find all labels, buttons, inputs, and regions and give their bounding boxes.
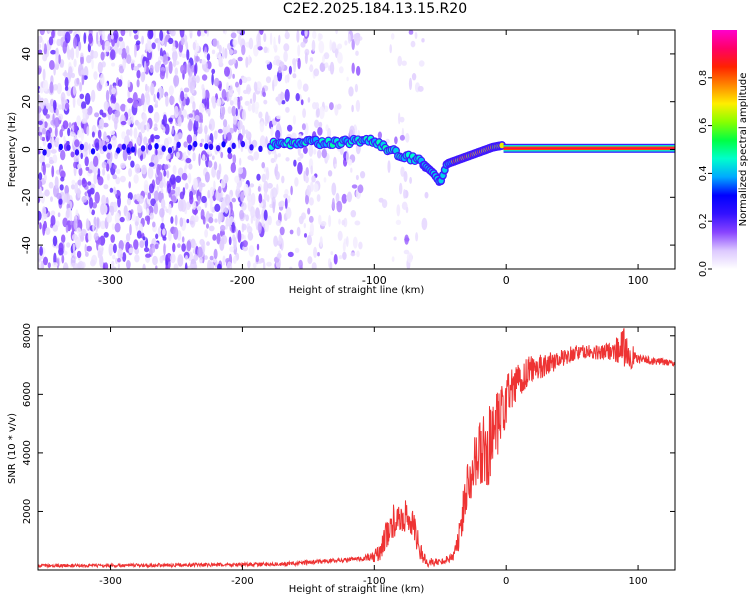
spectrogram-heatmap bbox=[38, 30, 675, 269]
colorbar-tick-label: 0.0 bbox=[698, 261, 709, 277]
y-tick-label: 0 bbox=[20, 146, 33, 153]
y-tick-label: -20 bbox=[20, 188, 33, 206]
y-tick-label: 4000 bbox=[22, 440, 33, 465]
y-tick-label: 8000 bbox=[22, 323, 33, 348]
x-tick-label: -200 bbox=[231, 576, 254, 587]
x-axis-label: Height of straight line (km) bbox=[289, 584, 425, 595]
signal-ridge bbox=[42, 134, 675, 186]
y-tick-label: -40 bbox=[20, 236, 33, 254]
y-tick-label: 2000 bbox=[22, 499, 33, 524]
colorbar-tick-label: 0.6 bbox=[698, 118, 709, 134]
x-tick-label: 0 bbox=[503, 274, 510, 287]
snr-line bbox=[38, 328, 675, 569]
colorbar-gradient bbox=[712, 30, 737, 269]
carrier-band-core bbox=[503, 147, 675, 150]
noise-field bbox=[38, 30, 429, 269]
x-tick-label: 100 bbox=[629, 576, 648, 587]
y-tick-label: 40 bbox=[20, 47, 33, 61]
snr-series bbox=[38, 328, 675, 569]
colorbar-tick-label: 0.8 bbox=[698, 70, 709, 86]
colorbar: 0.0 0.2 0.4 0.6 0.8 Normalized spectral ampli… bbox=[698, 30, 749, 277]
chart-title: C2E2.2025.184.13.15.R20 bbox=[282, 1, 468, 17]
y-axis-label: SNR (10 * v/v) bbox=[7, 413, 18, 484]
x-tick-label: -300 bbox=[98, 274, 123, 287]
snr-plot-background bbox=[38, 327, 675, 570]
y-tick-label: 6000 bbox=[22, 382, 33, 407]
x-tick-label: 100 bbox=[628, 274, 649, 287]
x-tick-label: -100 bbox=[363, 576, 386, 587]
x-axis-label: Height of straight line (km) bbox=[289, 285, 425, 296]
x-tick-label: -200 bbox=[230, 274, 255, 287]
y-axis-label: Frequency (Hz) bbox=[7, 112, 18, 188]
x-tick-label: -300 bbox=[99, 576, 122, 587]
x-tick-label: 0 bbox=[503, 576, 509, 587]
colorbar-tick-label: 0.4 bbox=[698, 165, 709, 181]
snr-frame bbox=[37, 326, 676, 571]
x-tick-label: -100 bbox=[362, 274, 387, 287]
colorbar-tick-label: 0.2 bbox=[698, 213, 709, 229]
colorbar-label: Normalized spectral amplitude bbox=[738, 73, 749, 227]
y-tick-label: 20 bbox=[20, 95, 33, 109]
